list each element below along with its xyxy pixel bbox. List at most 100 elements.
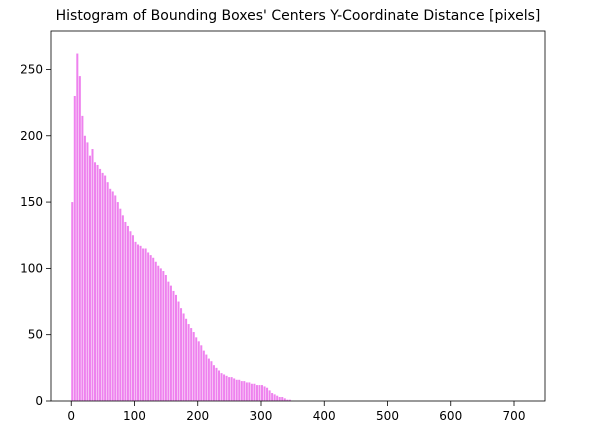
bar <box>220 373 223 401</box>
bar <box>76 53 79 402</box>
y-tick-label: 250 <box>20 62 43 76</box>
bar <box>182 313 185 401</box>
bar <box>197 341 200 401</box>
bar <box>162 271 165 401</box>
bar <box>240 381 243 401</box>
bar <box>223 374 226 401</box>
bar <box>281 397 284 401</box>
chart-title: Histogram of Bounding Boxes' Centers Y-C… <box>56 8 541 24</box>
bar <box>129 231 132 401</box>
bar <box>134 241 137 401</box>
bar <box>253 383 256 401</box>
bar <box>88 155 91 401</box>
bar <box>215 367 218 401</box>
bar <box>116 202 119 401</box>
bar <box>235 379 238 401</box>
bar <box>81 115 84 402</box>
bar <box>104 175 107 401</box>
bar <box>139 245 142 401</box>
bar <box>142 248 145 401</box>
bar <box>180 308 183 401</box>
bar <box>233 378 236 401</box>
x-tick-label: 300 <box>250 409 273 423</box>
bar <box>248 382 251 401</box>
bar <box>283 398 286 401</box>
bar <box>207 358 210 401</box>
bar <box>159 268 162 401</box>
bar <box>137 244 140 401</box>
bar <box>124 221 127 401</box>
bar <box>288 399 291 401</box>
bar <box>260 385 264 401</box>
bar <box>111 191 114 401</box>
bar <box>195 337 198 401</box>
bar <box>149 255 152 401</box>
x-tick-label: 700 <box>503 409 526 423</box>
bar <box>202 350 205 401</box>
bar <box>263 386 266 401</box>
bar <box>228 377 231 401</box>
x-tick-label: 200 <box>186 409 209 423</box>
bar <box>91 149 94 401</box>
bar <box>205 354 208 401</box>
bar <box>83 135 86 401</box>
bar <box>94 162 97 401</box>
bar <box>266 387 269 401</box>
bar <box>164 275 167 401</box>
bar <box>154 261 157 401</box>
bar <box>144 248 147 401</box>
x-tick-label: 600 <box>439 409 462 423</box>
x-tick-label: 400 <box>313 409 336 423</box>
bar <box>255 385 258 401</box>
bar <box>185 318 188 401</box>
bar <box>167 281 170 401</box>
bar <box>119 208 122 401</box>
x-tick-label: 0 <box>67 409 75 423</box>
bar <box>187 324 190 401</box>
bar <box>286 399 289 401</box>
bar <box>225 375 228 401</box>
x-tick-label: 500 <box>376 409 399 423</box>
bar <box>131 235 134 401</box>
bar <box>152 257 155 401</box>
bar <box>245 382 248 401</box>
bar <box>190 328 193 401</box>
bar <box>268 390 271 401</box>
bar <box>147 252 150 401</box>
bar <box>114 195 117 401</box>
bar <box>250 383 253 401</box>
bar <box>86 142 89 402</box>
bar <box>73 95 76 401</box>
y-tick-label: 0 <box>35 394 43 408</box>
bar <box>278 397 281 401</box>
bar <box>121 215 124 401</box>
bar <box>243 381 246 401</box>
y-tick-label: 50 <box>28 328 43 342</box>
bar <box>276 395 279 401</box>
bar <box>273 394 276 401</box>
bar <box>230 377 233 401</box>
bar <box>126 225 129 401</box>
bar <box>101 172 104 401</box>
bar <box>174 294 177 401</box>
bar <box>177 301 180 401</box>
bar <box>192 332 195 401</box>
bar <box>99 168 102 401</box>
bar <box>200 345 203 401</box>
x-tick-label: 100 <box>123 409 146 423</box>
bar <box>109 188 112 401</box>
axes-frame <box>50 30 546 402</box>
bar <box>157 265 160 401</box>
bar <box>271 393 274 401</box>
bar <box>78 76 81 402</box>
bar <box>210 361 213 401</box>
bar <box>258 385 261 401</box>
bar <box>169 285 172 401</box>
bar <box>212 365 215 401</box>
bar <box>172 290 175 401</box>
bar <box>71 202 74 401</box>
bar <box>238 379 241 401</box>
y-tick-label: 150 <box>20 195 43 209</box>
bar <box>106 182 109 401</box>
